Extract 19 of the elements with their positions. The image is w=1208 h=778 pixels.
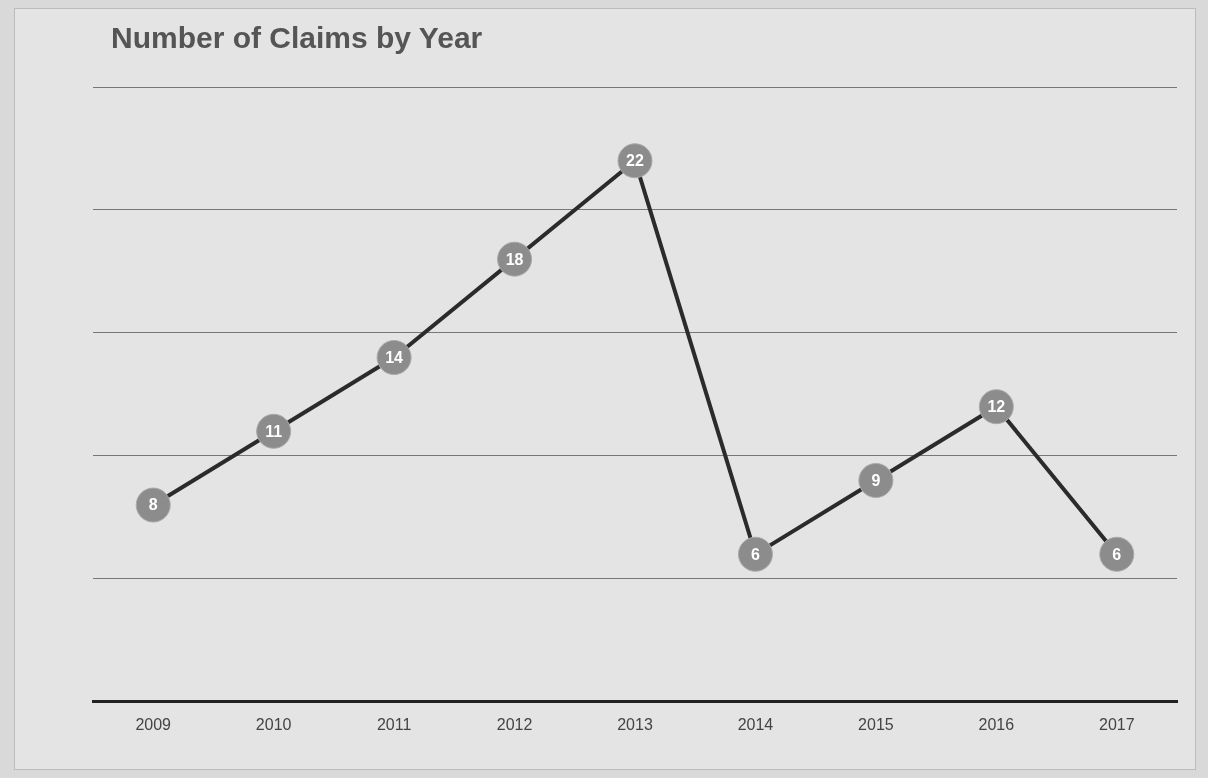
data-label: 12 — [987, 398, 1006, 416]
x-tick-label: 2016 — [978, 715, 1015, 733]
data-label: 8 — [148, 496, 158, 514]
x-tick-label: 2009 — [135, 715, 172, 733]
x-tick-label: 2015 — [858, 715, 894, 733]
chart-title: Number of Claims by Year — [111, 21, 483, 55]
x-tick-label: 2014 — [737, 715, 774, 733]
x-tick-label: 2012 — [496, 715, 533, 733]
x-tick-label: 2017 — [1098, 715, 1135, 733]
x-tick-label: 2013 — [617, 715, 653, 733]
data-label: 14 — [385, 348, 404, 366]
data-label: 22 — [626, 152, 644, 170]
data-label: 11 — [265, 422, 283, 440]
data-label: 9 — [871, 471, 881, 489]
x-tick-label: 2010 — [255, 715, 292, 733]
x-tick-label: 2011 — [376, 715, 412, 733]
data-label: 6 — [750, 545, 760, 563]
data-label: 18 — [505, 250, 524, 268]
data-label: 6 — [1112, 545, 1122, 563]
